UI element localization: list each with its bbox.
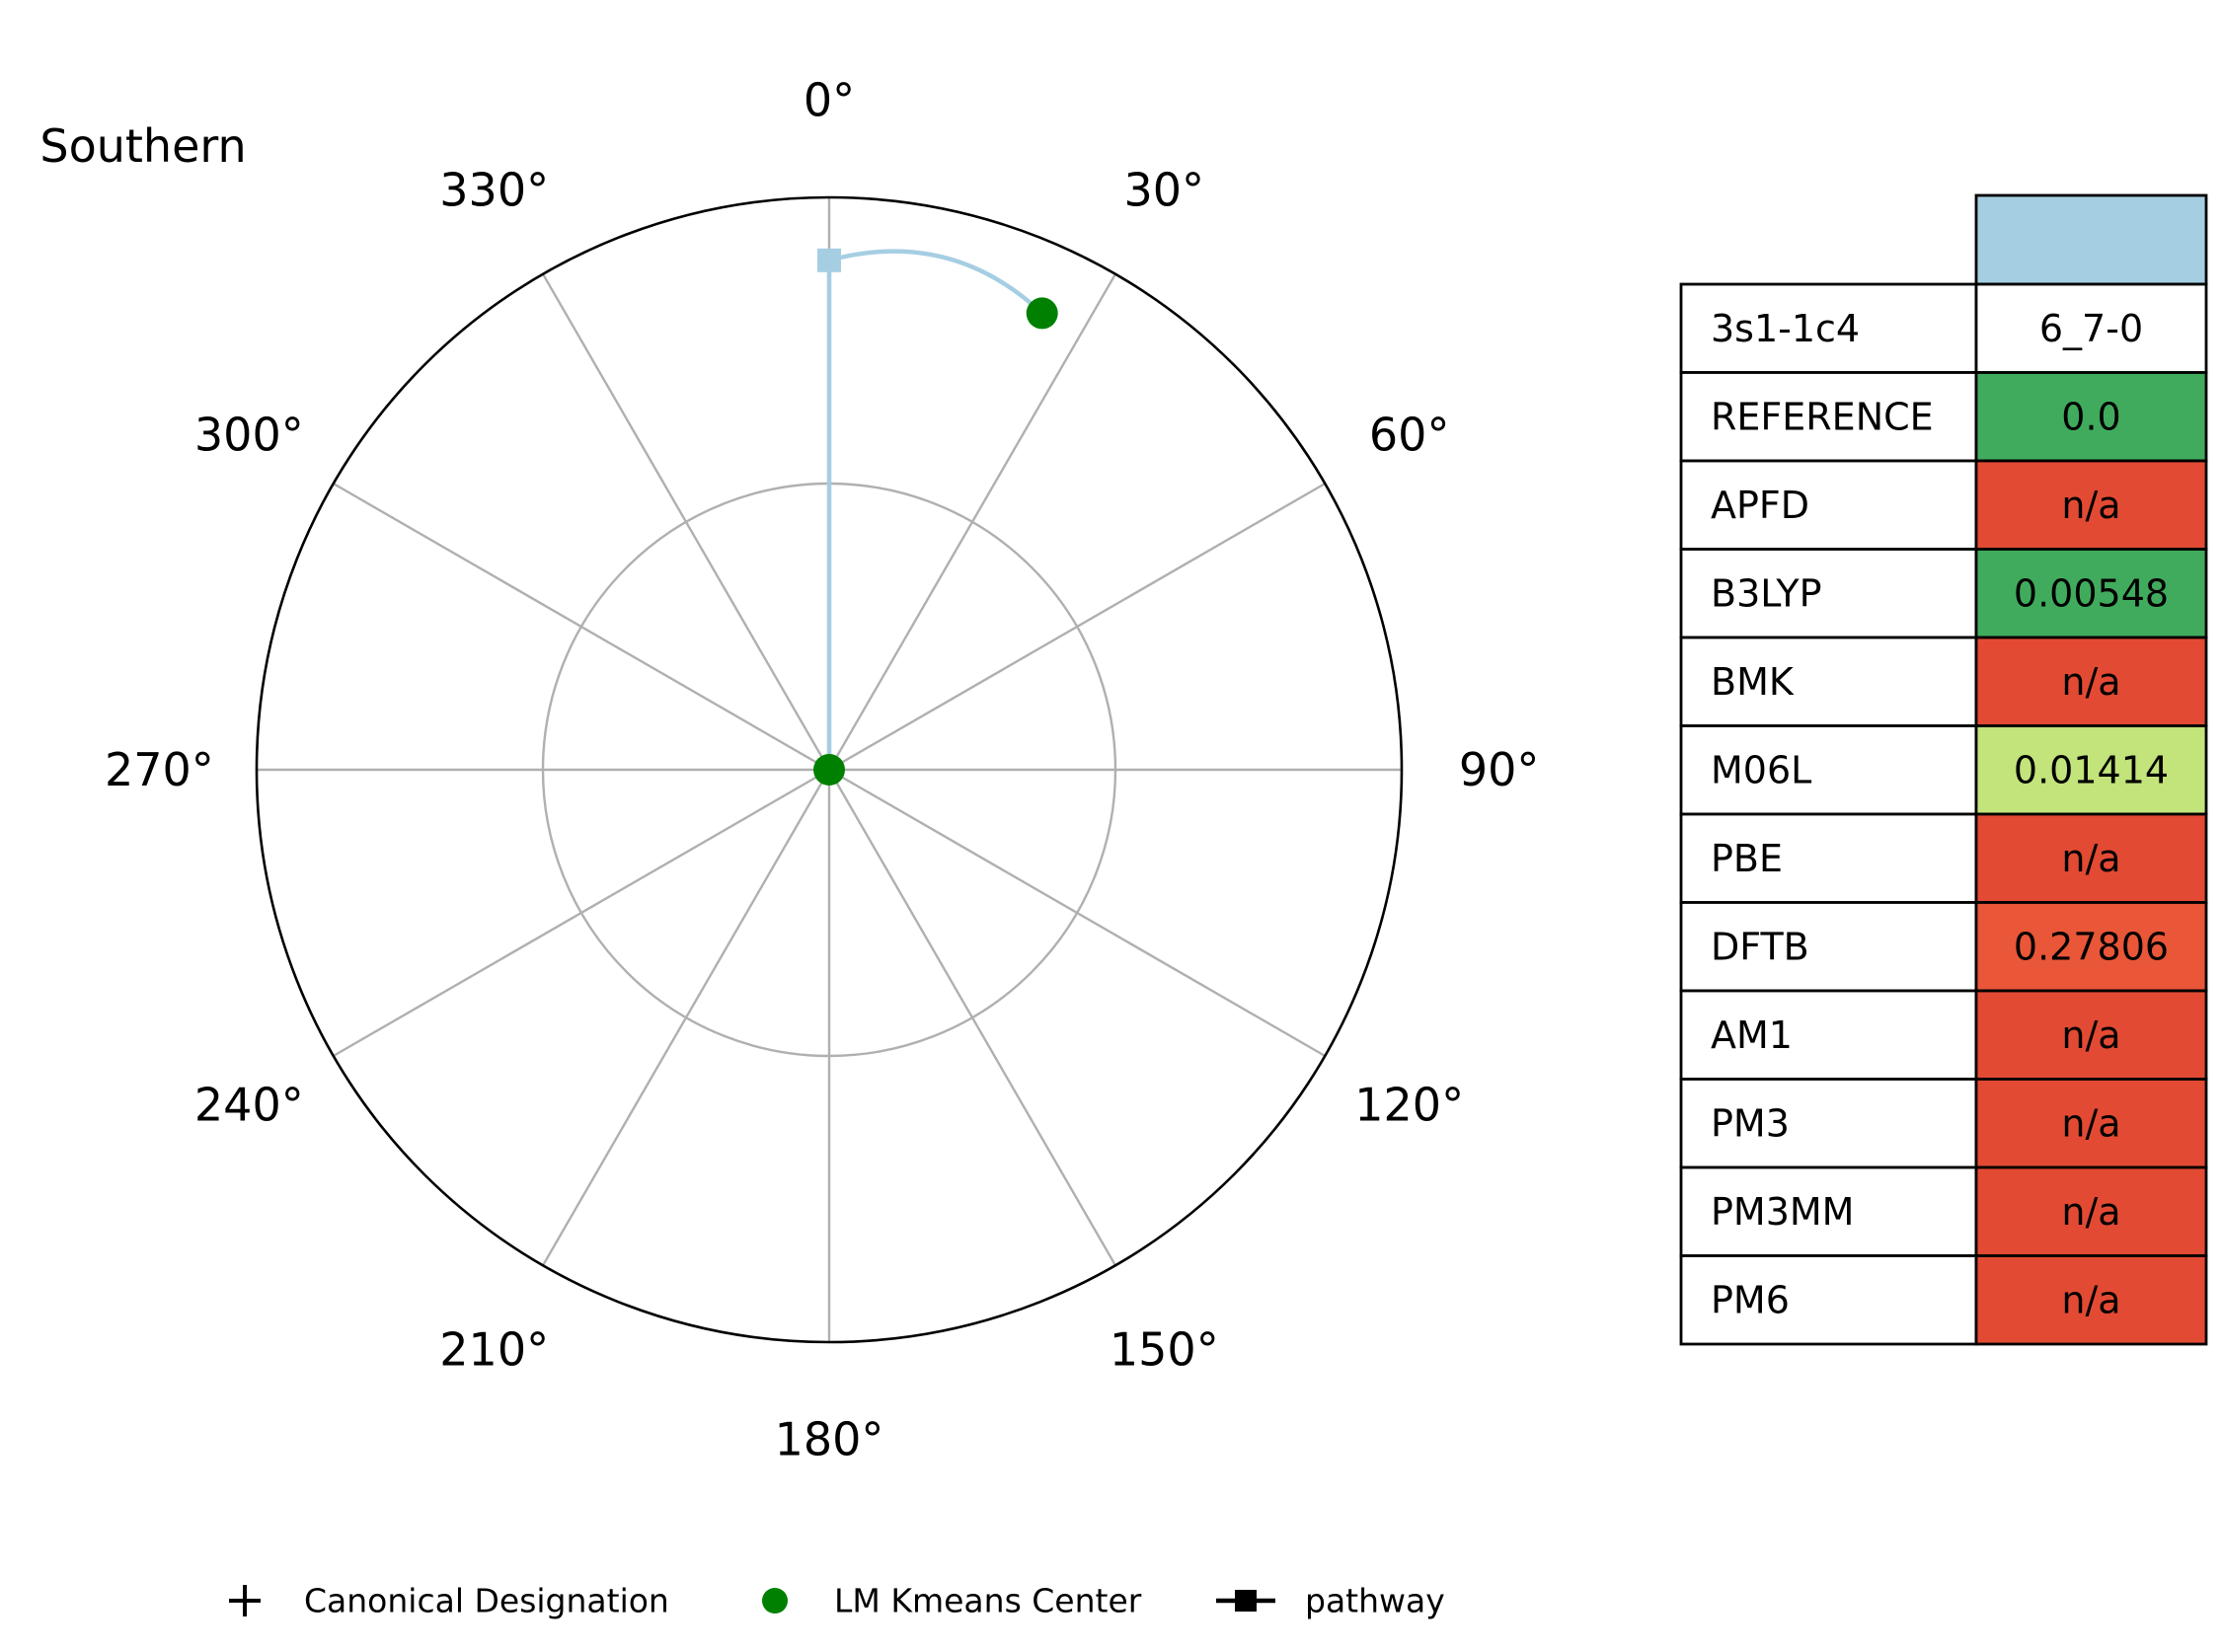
- polar-frame: [255, 195, 1404, 1344]
- table-value-cell: [1974, 989, 2208, 1081]
- legend-square-icon: [1235, 1590, 1257, 1612]
- table-row: PM6 n/a: [1679, 1254, 2208, 1346]
- chart-title: Southern: [39, 119, 246, 173]
- table-row: M06L 0.01414: [1679, 724, 2208, 816]
- angular-gridline-210: [541, 769, 831, 1266]
- table-value-cell: [1974, 371, 2208, 463]
- table-label-cell: [1679, 724, 1978, 816]
- table-label-cell: [1679, 1078, 1978, 1169]
- angular-gridline-150: [827, 769, 1117, 1266]
- theta-tick-label-330: 330°: [439, 163, 549, 216]
- table-row-value: n/a: [2061, 484, 2120, 527]
- theta-tick-label-0: 0°: [804, 73, 855, 126]
- table-row-value: n/a: [2061, 660, 2120, 704]
- table-label-cell: [1679, 901, 1978, 993]
- table-label-cell: [1679, 371, 1978, 463]
- table-row-label: PM6: [1711, 1278, 1790, 1321]
- table-row: PM3 n/a: [1679, 1078, 2208, 1169]
- theta-tick-label-60: 60°: [1369, 409, 1450, 462]
- table-value-cell: [1974, 901, 2208, 993]
- angular-gridline-300: [333, 482, 830, 772]
- theta-tick-labels: 0° 30° 60° 90° 120° 150° 180° 210° 240° 270° 300° 3…: [105, 73, 1539, 1465]
- legend-label: Canonical Designation: [304, 1582, 669, 1620]
- polar-outer-circle: [255, 195, 1404, 1344]
- table-value-cell: [1974, 1254, 2208, 1346]
- table-row-label: PBE: [1711, 837, 1783, 880]
- table-row: BMK n/a: [1679, 636, 2208, 727]
- table-row-value: n/a: [2061, 1190, 2120, 1234]
- table-row-value: n/a: [2061, 1014, 2120, 1057]
- pathway-marker-start: [817, 248, 841, 272]
- polar-grid: [257, 197, 1402, 1342]
- table-row: DFTB 0.27806: [1679, 901, 2208, 993]
- legend-entry: LM Kmeans Center: [762, 1582, 1142, 1620]
- table-row-label: REFERENCE: [1711, 395, 1934, 438]
- table-label-cell: [1679, 812, 1978, 904]
- angular-gridline-330: [541, 273, 831, 771]
- legend-label: pathway: [1305, 1582, 1445, 1620]
- theta-tick-label-240: 240°: [194, 1078, 304, 1131]
- table-value-cell: [1974, 636, 2208, 727]
- method-table: 3s1-1c4 6_7-0 REFERENCE 0.0 APFD n/a B3LYP 0.00…: [1679, 193, 2208, 1346]
- legend-entry: Canonical Designation: [229, 1582, 669, 1620]
- table-row-label: 3s1-1c4: [1711, 307, 1860, 350]
- table-row-value: 0.00548: [2014, 571, 2169, 615]
- table-value-cell: [1974, 282, 2208, 374]
- legend-entry: pathway: [1216, 1582, 1445, 1620]
- theta-tick-label-150: 150°: [1110, 1323, 1219, 1377]
- chart-title-group: Southern: [39, 119, 246, 173]
- table-row-value: 0.0: [2061, 395, 2120, 438]
- theta-tick-label-210: 210°: [439, 1323, 549, 1377]
- theta-tick-label-270: 270°: [105, 743, 214, 796]
- table-row: PBE n/a: [1679, 812, 2208, 904]
- table-label-cell: [1679, 548, 1978, 639]
- table-value-cell: [1974, 724, 2208, 816]
- table-row-value: n/a: [2061, 1101, 2120, 1145]
- table-value-cell: [1974, 812, 2208, 904]
- table-row-label: BMK: [1711, 660, 1795, 704]
- table-row: 3s1-1c4 6_7-0: [1679, 282, 2208, 374]
- theta-tick-label-180: 180°: [775, 1413, 884, 1466]
- table-row-value: 0.01414: [2014, 748, 2169, 791]
- table-row-label: M06L: [1711, 748, 1811, 791]
- table-row-label: AM1: [1711, 1014, 1793, 1057]
- legend-circle-icon: [762, 1588, 788, 1614]
- table-row-label: APFD: [1711, 484, 1809, 527]
- table-row-label: DFTB: [1711, 925, 1809, 968]
- angular-gridline-30: [827, 273, 1117, 771]
- table-row-value: n/a: [2061, 837, 2120, 880]
- table-row-value: 0.27806: [2014, 925, 2169, 968]
- table-row-value: 6_7-0: [2039, 307, 2143, 350]
- table-value-cell: [1974, 548, 2208, 639]
- table-row-value: n/a: [2061, 1278, 2120, 1321]
- table-row: REFERENCE 0.0: [1679, 371, 2208, 463]
- table-row: PM3MM n/a: [1679, 1165, 2208, 1257]
- kmeans-center-point-0: [1026, 297, 1058, 330]
- theta-tick-label-30: 30°: [1124, 163, 1205, 216]
- kmeans-center-point-1: [813, 754, 845, 786]
- table-value-cell: [1974, 1078, 2208, 1169]
- theta-tick-label-300: 300°: [194, 409, 304, 462]
- data-series: [813, 248, 1058, 786]
- table-label-cell: [1679, 282, 1978, 374]
- table-row-label: PM3: [1711, 1101, 1790, 1145]
- table-header-cell: [1974, 193, 2208, 286]
- table-row-label: PM3MM: [1711, 1190, 1854, 1234]
- angular-gridline-60: [828, 482, 1326, 772]
- table-row-label: B3LYP: [1711, 571, 1822, 615]
- legend-label: LM Kmeans Center: [834, 1582, 1142, 1620]
- table-label-cell: [1679, 459, 1978, 551]
- theta-tick-label-90: 90°: [1459, 743, 1540, 796]
- angular-gridline-240: [333, 768, 830, 1058]
- angular-gridline-120: [828, 768, 1326, 1058]
- table-row: B3LYP 0.00548: [1679, 548, 2208, 639]
- table-row: AM1 n/a: [1679, 989, 2208, 1081]
- legend: Canonical Designation LM Kmeans Center pat…: [229, 1582, 1445, 1620]
- theta-tick-label-120: 120°: [1354, 1078, 1464, 1131]
- table-row: APFD n/a: [1679, 459, 2208, 551]
- pathway-line: [826, 249, 1044, 770]
- table-value-cell: [1974, 459, 2208, 551]
